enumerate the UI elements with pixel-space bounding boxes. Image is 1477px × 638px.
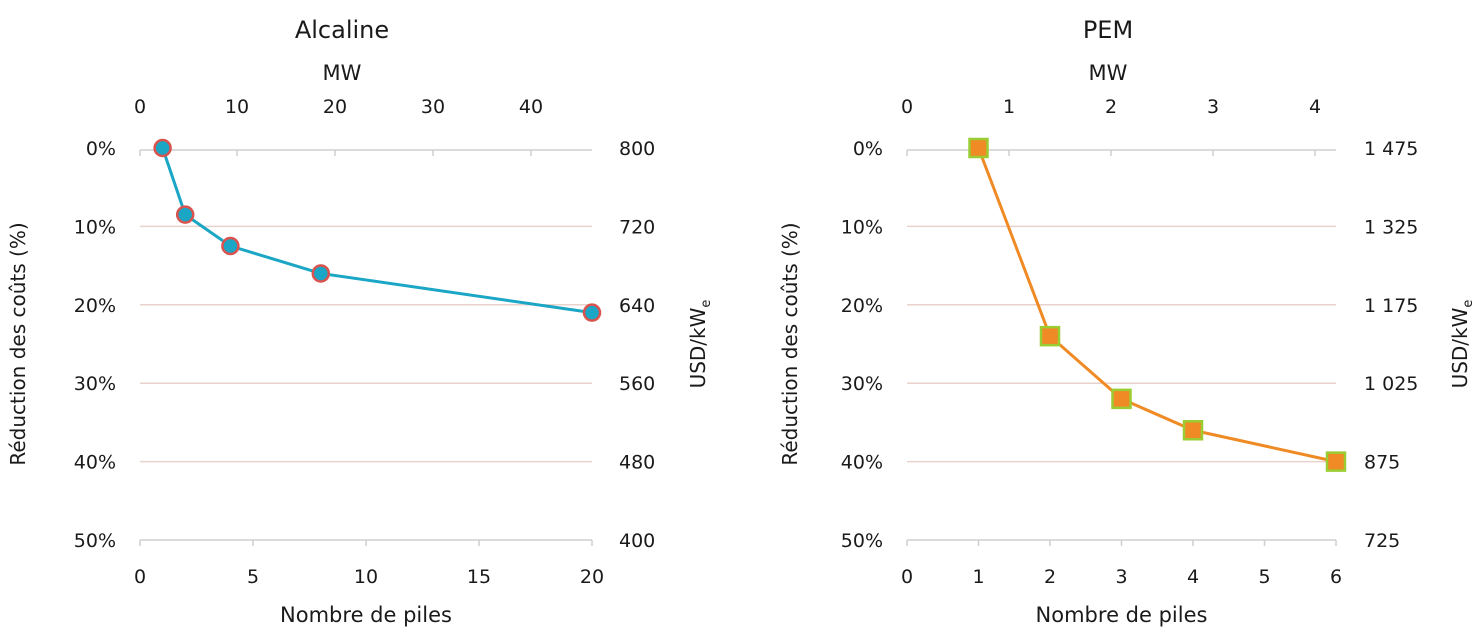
right-tick-label: 480: [619, 452, 655, 474]
x-tick-label: 5: [247, 566, 259, 588]
data-point: [311, 264, 331, 283]
top-tick-label: 40: [519, 96, 543, 118]
x-tick-label: 0: [134, 566, 146, 588]
x-tick-label: 6: [1330, 566, 1342, 588]
x-tick-label: 20: [580, 566, 604, 588]
top-axis-label: MW: [1089, 61, 1128, 85]
right-axis-label-subscript: e: [1461, 300, 1476, 308]
y-tick-label: 10%: [841, 216, 883, 238]
y-tick-label: 0%: [86, 138, 116, 160]
y-tick-label: 50%: [841, 530, 883, 552]
y-axis-label: Réduction des coûts (%): [6, 222, 30, 465]
chart-title: Alcaline: [295, 16, 389, 44]
right-tick-label: 1 475: [1364, 138, 1418, 160]
right-tick-label: 1 025: [1364, 373, 1418, 395]
right-tick-label: 1 325: [1364, 216, 1418, 238]
y-tick-label: 40%: [841, 452, 883, 474]
data-point: [1111, 388, 1132, 410]
right-tick-label: 400: [619, 530, 655, 552]
data-point: [1182, 419, 1204, 441]
right-axis-label: USD/kWe: [686, 300, 714, 389]
series-line: [161, 147, 593, 315]
top-tick-label: 0: [901, 96, 913, 118]
y-tick-label: 30%: [841, 373, 883, 395]
top-tick-label: 2: [1105, 96, 1117, 118]
y-tick-label: 40%: [74, 452, 116, 474]
x-tick-label: 10: [354, 566, 378, 588]
y-tick-label: 20%: [74, 295, 116, 317]
y-tick-label: 0%: [853, 138, 883, 160]
right-tick-label: 725: [1364, 530, 1400, 552]
data-point: [153, 138, 172, 158]
top-tick-label: 10: [225, 96, 249, 118]
y-tick-label: 20%: [841, 295, 883, 317]
right-axis-label-main: USD/kW: [1448, 307, 1472, 388]
y-axis-label: Réduction des coûts (%): [778, 222, 802, 465]
data-point: [175, 205, 195, 224]
x-tick-label: 3: [1115, 566, 1127, 588]
x-tick-label: 2: [1044, 566, 1056, 588]
right-tick-label: 560: [619, 373, 655, 395]
right-tick-label: 640: [619, 295, 655, 317]
right-tick-label: 800: [619, 138, 655, 160]
x-tick-label: 0: [901, 566, 913, 588]
chart-alcaline: Alcaline 0% 800 10% 720 20% 640 30% 560 40% 480 50%…: [6, 16, 714, 627]
top-axis-label: MW: [323, 61, 362, 85]
data-point: [968, 137, 989, 159]
data-point: [1039, 325, 1061, 347]
top-tick-label: 4: [1309, 96, 1321, 118]
right-tick-label: 875: [1364, 452, 1400, 474]
x-tick-label: 5: [1258, 566, 1270, 588]
right-axis-label: USD/kWe: [1448, 300, 1476, 389]
top-tick-label: 20: [323, 96, 347, 118]
right-axis-label-subscript: e: [699, 300, 714, 308]
top-tick-label: 30: [421, 96, 445, 118]
right-tick-label: 1 175: [1364, 295, 1418, 317]
data-point: [582, 303, 602, 322]
data-point: [1325, 451, 1347, 472]
y-tick-label: 10%: [74, 216, 116, 238]
x-axis-label: Nombre de piles: [280, 603, 452, 627]
x-tick-label: 15: [467, 566, 491, 588]
right-axis-label-main: USD/kW: [686, 307, 710, 388]
data-point: [221, 236, 240, 256]
y-tick-label: 30%: [74, 373, 116, 395]
x-tick-label: 1: [972, 566, 984, 588]
top-tick-label: 3: [1207, 96, 1219, 118]
x-axis-label: Nombre de piles: [1036, 603, 1208, 627]
y-tick-label: 50%: [74, 530, 116, 552]
x-tick-label: 4: [1187, 566, 1199, 588]
top-tick-label: 1: [1003, 96, 1015, 118]
top-tick-label: 0: [134, 96, 146, 118]
chart-title: PEM: [1083, 16, 1133, 44]
right-tick-label: 720: [619, 216, 655, 238]
